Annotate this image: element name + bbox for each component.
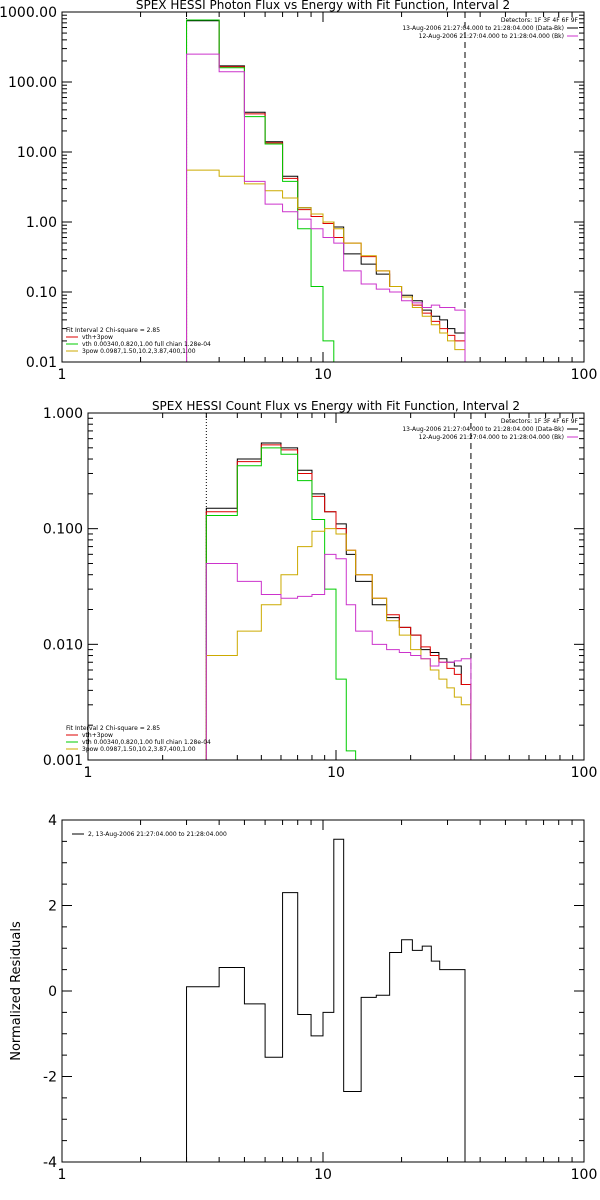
y-tick-label: 0.100 [43,522,83,538]
legend-entry-label: 12-Aug-2006 21:27:04.000 to 21:28:04.000… [419,33,564,40]
fit-legend-label: 3pow 0.0987,1.50,10.2,3.87,400,1.00 [82,348,196,355]
x-tick-label: 10 [327,765,345,781]
y-tick-label: 0.001 [43,753,83,769]
y-tick-label: -4 [43,1155,57,1171]
y-tick-label: 4 [48,813,57,829]
series-line-2 [205,447,357,760]
x-tick-label: 1 [84,765,93,781]
residuals-panel: Normalized Residuals 1 10 100 -4 -2 0 2 4 2, 13-A… [9,813,597,1183]
series-line-3 [205,528,481,760]
series-line-4 [205,553,472,760]
x-tick-label: 1 [58,367,67,383]
series-line-0 [205,442,472,760]
y-axis-label: Normalized Residuals [9,921,24,1061]
legend-entry-label: 12-Aug-2006 21:27:04.000 to 21:28:04.000… [419,434,564,441]
y-tick-label: 100.00 [8,75,57,91]
y-tick-label: 0.10 [26,285,57,301]
fit-legend-header: Fit Interval 2 Chi-square = 2.85 [66,725,160,732]
legend-entry-label: 2, 13-Aug-2006 21:27:04.000 to 21:28:04.… [88,831,227,838]
plot-frame [61,11,585,363]
chart-title: SPEX HESSI Count Flux vs Energy with Fit… [152,399,520,413]
y-tick-label: 10.00 [17,145,57,161]
x-tick-label: 10 [314,1167,332,1183]
series-line-4 [186,53,466,362]
series-line-1 [205,444,472,760]
fit-legend-label: vth 0.00340,0.820,1.00 full chian 1.28e-… [82,341,211,348]
legend-header: Detectors: 1F 3F 4F 6F 9F [501,17,579,24]
legend-entry-label: 13-Aug-2006 21:27:04.000 to 21:28:04.000… [402,25,564,32]
photon-flux-panel: SPEX HESSI Photon Flux vs Energy with Fi… [0,0,598,383]
fit-legend-label: vth 0.00340,0.820,1.00 full chian 1.28e-… [82,739,211,746]
plot-frame [61,819,585,1163]
x-tick-label: 100 [571,367,598,383]
series-line-0 [186,838,466,1162]
y-tick-label: 0.010 [43,637,83,653]
x-tick-label: 1 [58,1167,67,1183]
y-tick-label: 1000.00 [0,5,57,21]
series-line-3 [186,169,466,362]
fit-legend-label: 3pow 0.0987,1.50,10.2,3.87,400,1.00 [82,746,196,753]
y-tick-label: 2 [48,899,57,915]
series-group [186,838,466,1162]
y-tick-label: 0 [48,984,57,1000]
fit-legend-label: vth+3pow [82,334,113,341]
series-group [205,442,481,760]
count-flux-panel: SPEX HESSI Count Flux vs Energy with Fit… [43,399,597,781]
legend-entry-label: 13-Aug-2006 21:27:04.000 to 21:28:04.000… [402,426,564,433]
y-tick-label: 0.01 [26,355,57,371]
fit-legend-label: vth+3pow [82,732,113,739]
y-tick-label: 1.000 [43,406,83,422]
fit-legend-header: Fit Interval 2 Chi-square = 2.85 [66,327,160,334]
legend-header: Detectors: 1F 3F 4F 6F 9F [501,418,579,425]
y-tick-label: 1.00 [26,215,57,231]
y-tick-label: -2 [43,1070,57,1086]
x-tick-label: 100 [571,765,598,781]
x-tick-label: 10 [314,367,332,383]
x-tick-label: 100 [571,1167,598,1183]
chart-title: SPEX HESSI Photon Flux vs Energy with Fi… [136,0,510,12]
series-line-2 [186,19,335,362]
series-group [186,19,466,362]
plot-frame [87,412,585,761]
